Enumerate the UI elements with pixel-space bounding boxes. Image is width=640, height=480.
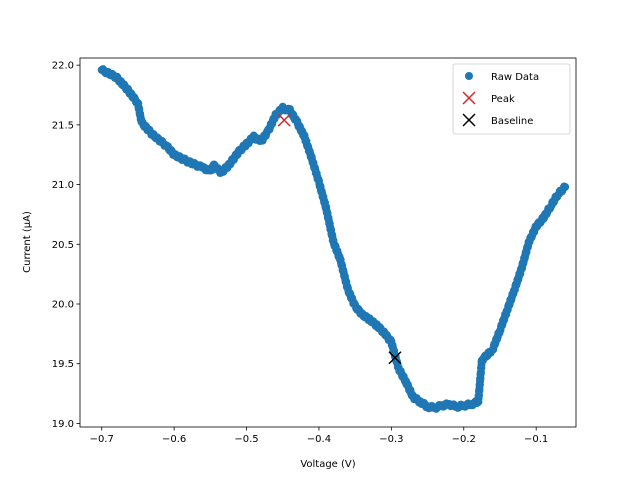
x-tick-label: −0.2 <box>452 434 476 445</box>
legend-label: Peak <box>491 94 515 105</box>
legend-label: Raw Data <box>491 72 539 83</box>
legend-frame <box>452 63 571 135</box>
legend-marker-baseline <box>462 113 476 127</box>
x-tick-label: −0.3 <box>379 434 403 445</box>
x-tick-label: −0.1 <box>524 434 548 445</box>
x-axis-label: Voltage (V) <box>300 459 355 470</box>
y-tick-label: 21.0 <box>52 180 74 191</box>
y-tick-label: 20.5 <box>52 240 74 251</box>
y-tick-label: 22.0 <box>52 61 74 72</box>
peak-marker <box>277 113 291 127</box>
legend-label: Baseline <box>491 116 533 127</box>
x-tick-label: −0.4 <box>307 434 331 445</box>
x-tick-label: −0.6 <box>162 434 186 445</box>
y-tick-label: 19.5 <box>52 359 74 370</box>
axes: −0.7 −0.6 −0.5 −0.4 −0.3 −0.2 −0.1 19.0 19.5 20.0… <box>52 57 577 445</box>
legend: Raw Data Peak Baseline <box>452 63 571 135</box>
legend-marker-raw-data <box>465 72 473 80</box>
y-tick-label: 19.0 <box>52 419 74 430</box>
y-tick-label: 20.0 <box>52 300 74 311</box>
y-axis-label: Current (µA) <box>22 211 33 273</box>
data-layer <box>97 65 570 413</box>
legend-marker-peak <box>462 91 476 105</box>
x-tick-label: −0.5 <box>234 434 258 445</box>
raw-data-point <box>561 182 570 191</box>
axes-frame <box>79 57 577 428</box>
y-tick-label: 21.5 <box>52 120 74 131</box>
baseline-marker <box>388 351 402 365</box>
x-tick-label: −0.7 <box>90 434 114 445</box>
